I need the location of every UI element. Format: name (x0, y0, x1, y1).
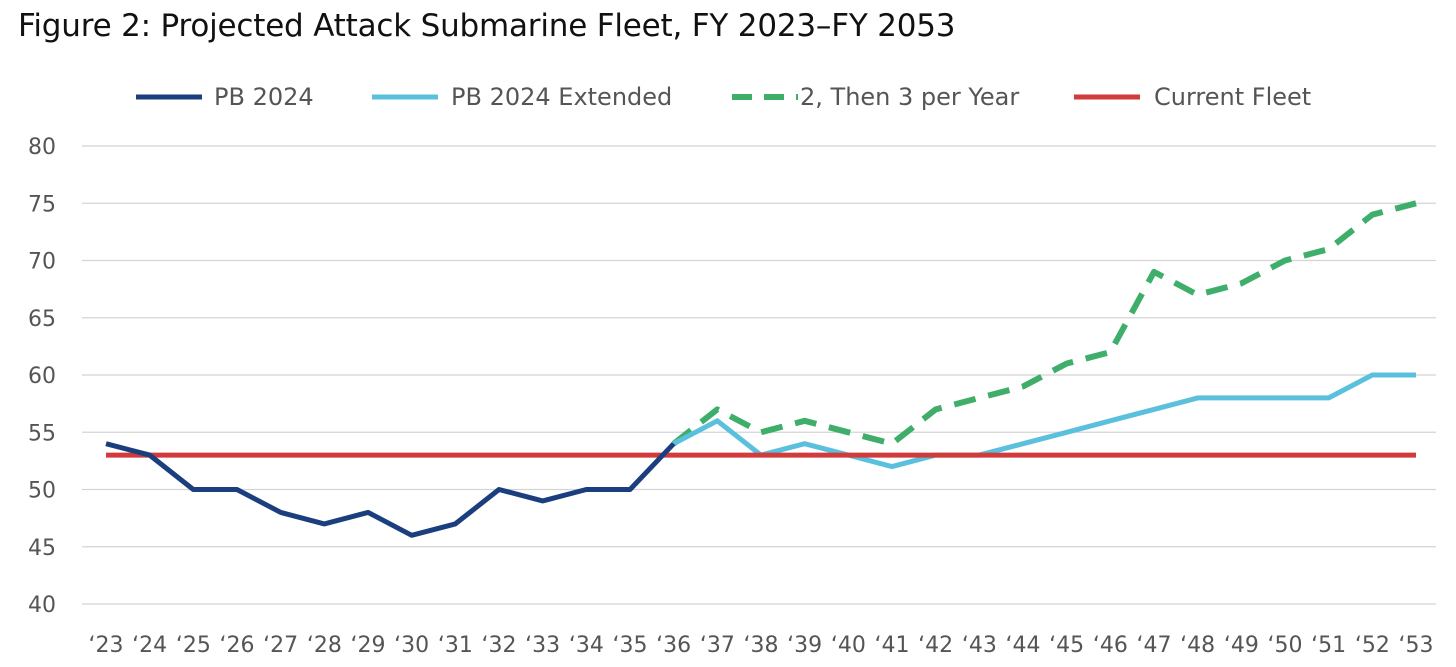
x-tick-label: ‘36 (656, 633, 691, 658)
x-tick-label: ‘27 (263, 633, 298, 658)
gridlines (82, 145, 1436, 605)
x-tick-label: ‘34 (569, 633, 604, 658)
x-tick-label: ‘28 (307, 633, 342, 658)
chart-title: Figure 2: Projected Attack Submarine Fle… (18, 8, 956, 44)
y-tick-label: 65 (28, 307, 56, 332)
y-tick-label: 75 (28, 192, 56, 217)
x-tick-label: ‘25 (176, 633, 211, 658)
legend-item-pb-2024-extended: PB 2024 Extended (372, 83, 672, 111)
x-tick-label: ‘41 (875, 633, 910, 658)
x-tick-label: ‘39 (787, 633, 822, 658)
x-tick-label: ‘49 (1224, 633, 1259, 658)
x-tick-label: ‘52 (1355, 633, 1390, 658)
y-tick-label: 55 (28, 421, 56, 446)
x-tick-label: ‘24 (132, 633, 167, 658)
series-line-pb-2024 (105, 441, 676, 538)
x-tick-label: ‘26 (220, 633, 255, 658)
y-tick-label: 50 (28, 479, 56, 504)
x-tick-label: ‘44 (1006, 633, 1041, 658)
y-axis: 40 45 50 55 60 65 70 75 80 (28, 135, 56, 618)
y-tick-label: 40 (28, 593, 56, 618)
x-axis: ‘23 ‘24 ‘25 ‘26 ‘27 ‘28 ‘29 ‘30 ‘31 ‘32 ‘33 ‘34 ‘35 ‘… (89, 633, 1434, 658)
legend-label: 2, Then 3 per Year (800, 83, 1019, 111)
x-tick-label: ‘29 (351, 633, 386, 658)
x-tick-label: ‘32 (482, 633, 517, 658)
legend-label: PB 2024 Extended (451, 83, 672, 111)
y-tick-label: 70 (28, 250, 56, 275)
x-tick-label: ‘53 (1399, 633, 1434, 658)
x-tick-label: ‘50 (1268, 633, 1303, 658)
plot-area (105, 200, 1417, 538)
x-tick-label: ‘23 (89, 633, 124, 658)
legend-label: PB 2024 (214, 83, 314, 111)
x-tick-label: ‘33 (525, 633, 560, 658)
legend-label: Current Fleet (1154, 83, 1311, 111)
x-tick-label: ‘46 (1093, 633, 1128, 658)
x-tick-label: ‘45 (1049, 633, 1084, 658)
x-tick-label: ‘30 (394, 633, 429, 658)
x-tick-label: ‘42 (918, 633, 953, 658)
x-tick-label: ‘38 (744, 633, 779, 658)
x-tick-label: ‘51 (1311, 633, 1346, 658)
x-tick-label: ‘31 (438, 633, 473, 658)
x-tick-label: ‘43 (962, 633, 997, 658)
legend-item-current-fleet: Current Fleet (1074, 83, 1311, 111)
x-tick-label: ‘47 (1137, 633, 1172, 658)
legend: PB 2024 PB 2024 Extended 2, Then 3 per Yea… (136, 83, 1311, 111)
x-tick-label: ‘40 (831, 633, 866, 658)
x-tick-label: ‘37 (700, 633, 735, 658)
y-tick-label: 60 (28, 364, 56, 389)
x-tick-label: ‘48 (1180, 633, 1215, 658)
legend-item-pb-2024: PB 2024 (136, 83, 314, 111)
x-tick-label: ‘35 (613, 633, 648, 658)
y-tick-label: 45 (28, 536, 56, 561)
series-line-two-then-three (671, 200, 1417, 447)
y-tick-label: 80 (28, 135, 56, 160)
legend-item-two-then-three: 2, Then 3 per Year (732, 83, 1019, 111)
series-line-pb-2024-extended (672, 372, 1416, 470)
